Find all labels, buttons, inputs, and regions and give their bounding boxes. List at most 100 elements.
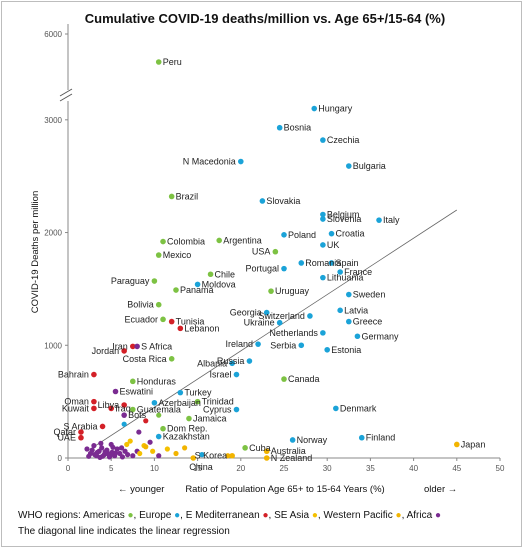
data-label: Tunisia: [176, 317, 205, 327]
data-label: N Zealand: [271, 453, 313, 463]
data-point: [298, 342, 305, 349]
data-point: [155, 301, 162, 308]
data-point: [99, 445, 105, 451]
data-point: [225, 453, 231, 459]
regression-line: [93, 209, 458, 448]
data-point: [263, 309, 270, 316]
data-point: [229, 360, 235, 367]
data-label: Bots: [128, 410, 147, 420]
data-label: Croatia: [336, 229, 365, 239]
data-point: [337, 307, 343, 314]
data-label: Bahrain: [58, 370, 89, 380]
data-point: [151, 399, 158, 406]
data-label: Peru: [163, 57, 182, 67]
data-label: USA: [252, 247, 271, 257]
axes: 0 5 10 15 20 25 30 35 40 45 50 0 1000 2000 3000 6000: [44, 24, 505, 473]
data-label: Costa Rica: [123, 354, 167, 364]
data-point: [136, 429, 142, 435]
data-label: Albania: [197, 358, 227, 368]
x-tick-label: 35: [366, 464, 375, 473]
data-label: Panama: [180, 285, 214, 295]
legend-separator: ,: [134, 510, 140, 521]
data-point: [143, 418, 149, 424]
data-point: [91, 371, 97, 378]
axis-break-mark: [59, 93, 73, 102]
data-label: Germany: [361, 331, 399, 341]
data-point: [333, 405, 339, 412]
legend-item: Western Pacific: [323, 510, 395, 521]
data-label: Italy: [383, 215, 400, 225]
data-point: [259, 198, 266, 204]
data-label: Jamaica: [193, 414, 227, 424]
data-point: [233, 406, 240, 413]
data-point: [194, 281, 201, 288]
x-tick-label: 20: [236, 464, 245, 473]
data-point: [151, 278, 158, 284]
data-point: [121, 412, 127, 418]
data-point: [119, 454, 126, 460]
data-label: Switzerland: [258, 311, 305, 321]
data-point: [328, 230, 335, 237]
data-label: Slovenia: [327, 214, 362, 224]
data-label: Mexico: [163, 250, 192, 260]
data-label: Kuwait: [62, 403, 90, 413]
data-label: Trinidad: [202, 397, 234, 407]
data-label: Bulgaria: [353, 161, 386, 171]
data-label: S Arabia: [64, 421, 98, 431]
data-point: [160, 316, 166, 323]
data-point: [130, 378, 136, 385]
data-point: [307, 313, 313, 319]
data-point: [160, 238, 166, 245]
data-label: Belgium: [327, 210, 360, 220]
data-label: Paraguay: [111, 276, 150, 286]
legend-prefix: WHO regions:: [18, 510, 83, 521]
y-tick-label: 3000: [44, 116, 62, 125]
legend-separator: ,: [180, 510, 186, 521]
legend-note: The diagonal line indicates the linear r…: [18, 526, 230, 537]
data-label: Uruguay: [275, 286, 310, 296]
data-point: [311, 105, 318, 112]
data-point: [255, 341, 261, 347]
x-tick-label: 50: [496, 464, 505, 473]
data-point: [358, 434, 365, 441]
data-label: Russia: [217, 356, 245, 366]
data-point: [147, 439, 153, 445]
data-label: Netherlands: [269, 328, 318, 338]
legend-separator: ,: [402, 510, 407, 521]
data-point: [156, 412, 162, 418]
x-note-younger: ← younger: [118, 484, 164, 495]
x-tick-label: 30: [323, 464, 332, 473]
data-label: Lebanon: [184, 323, 219, 333]
data-point: [276, 319, 283, 326]
data-label: Bolivia: [127, 300, 154, 310]
data-point: [337, 269, 343, 275]
data-label: Estonia: [331, 345, 361, 355]
data-label: Sweden: [353, 290, 386, 300]
data-label: China: [189, 462, 213, 472]
data-point: [346, 291, 352, 298]
data-point: [91, 398, 97, 405]
legend: WHO regions: Americas ●, Europe ●, E Med…: [18, 510, 441, 537]
data-point: [121, 348, 127, 354]
legend-swatch: ●: [262, 510, 268, 521]
data-point: [124, 441, 130, 448]
data-point: [207, 271, 214, 278]
data-point: [190, 455, 197, 461]
data-label: Czechia: [327, 135, 360, 145]
data-label: Canada: [288, 374, 320, 384]
data-point: [199, 452, 205, 458]
data-point: [173, 450, 179, 457]
data-point: [125, 452, 131, 458]
data-point: [98, 440, 104, 446]
legend-swatch: ●: [127, 510, 133, 521]
data-point: [114, 446, 120, 452]
data-label: Ecuador: [125, 314, 159, 324]
data-point: [108, 441, 114, 448]
data-point: [229, 452, 235, 459]
data-point: [127, 438, 133, 444]
data-point: [78, 434, 84, 441]
data-point: [242, 445, 248, 451]
data-point: [320, 274, 326, 281]
data-label: Qatar: [53, 427, 76, 437]
